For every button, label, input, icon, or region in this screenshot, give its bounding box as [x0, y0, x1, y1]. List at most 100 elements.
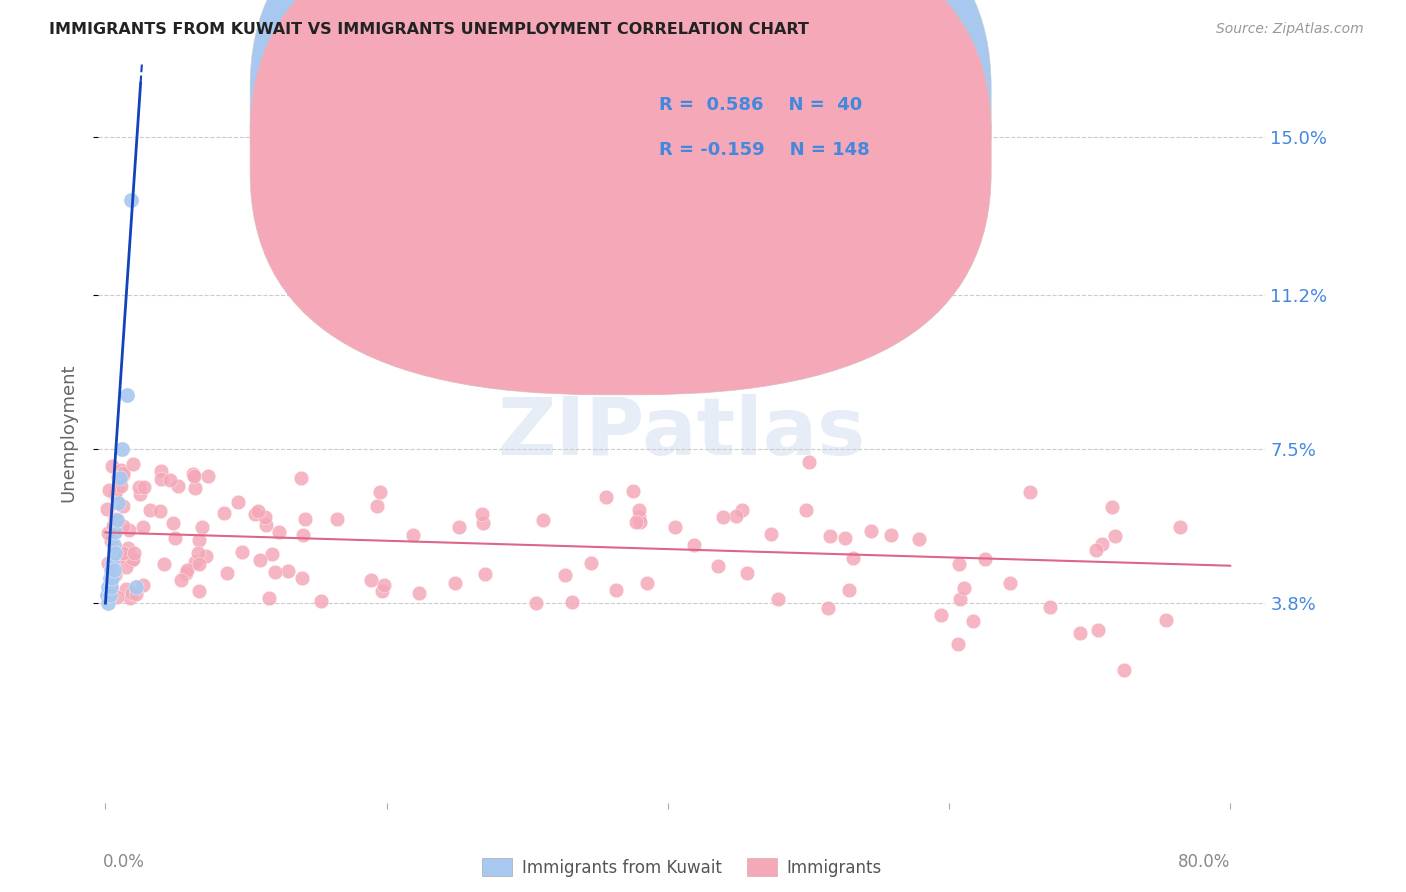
Point: [100, 458, 122, 473]
Text: R =  0.586    N =  40: R = 0.586 N = 40: [658, 96, 862, 114]
Point: [150, 472, 173, 486]
Point: [100, 576, 122, 591]
Point: [735, 566, 758, 581]
Point: [628, 515, 651, 529]
Point: [627, 509, 650, 524]
Point: [231, 544, 253, 558]
Text: R = -0.159    N = 148: R = -0.159 N = 148: [658, 142, 869, 160]
Point: [471, 516, 494, 530]
Point: [97, 580, 120, 594]
Point: [531, 513, 554, 527]
Point: [768, 592, 790, 607]
Point: [291, 528, 314, 542]
Point: [104, 525, 127, 540]
Point: [636, 576, 658, 591]
Point: [360, 573, 382, 587]
Point: [249, 553, 271, 567]
Point: [107, 469, 129, 483]
Point: [197, 469, 219, 483]
Point: [471, 508, 494, 522]
Point: [605, 583, 627, 598]
Point: [524, 595, 547, 609]
Point: [834, 532, 856, 546]
Point: [128, 487, 150, 501]
Point: [111, 500, 134, 514]
Point: [627, 503, 650, 517]
Point: [948, 557, 970, 571]
Point: [110, 463, 132, 477]
Point: [1039, 599, 1062, 614]
FancyBboxPatch shape: [250, 0, 991, 350]
Point: [1104, 529, 1126, 543]
Point: [125, 587, 148, 601]
Point: [101, 571, 124, 585]
Point: [561, 595, 583, 609]
Point: [187, 545, 209, 559]
Point: [100, 570, 122, 584]
Point: [1084, 543, 1107, 558]
Point: [187, 533, 209, 548]
Point: [443, 576, 465, 591]
Text: 0.0%: 0.0%: [103, 853, 145, 871]
Point: [291, 571, 314, 585]
Point: [108, 471, 131, 485]
Point: [150, 464, 173, 478]
Point: [149, 503, 172, 517]
Point: [100, 579, 122, 593]
Point: [153, 558, 176, 572]
Point: [761, 527, 783, 541]
Text: 80.0%: 80.0%: [1178, 853, 1230, 871]
Point: [269, 524, 291, 539]
Point: [96, 588, 118, 602]
Point: [128, 480, 150, 494]
Point: [554, 568, 576, 582]
Point: [184, 555, 207, 569]
Point: [408, 585, 430, 599]
Point: [711, 509, 734, 524]
Point: [114, 559, 136, 574]
Point: [100, 563, 122, 577]
Point: [621, 483, 644, 498]
Point: [725, 509, 748, 524]
Point: [104, 511, 127, 525]
Point: [294, 512, 316, 526]
Point: [257, 591, 280, 605]
Point: [371, 584, 394, 599]
Point: [907, 532, 929, 546]
Point: [100, 533, 122, 548]
Point: [97, 526, 120, 541]
Point: [247, 504, 270, 518]
Point: [309, 594, 332, 608]
Point: [838, 583, 860, 598]
Point: [1087, 624, 1109, 638]
Point: [624, 515, 647, 529]
Point: [105, 513, 128, 527]
Point: [105, 590, 128, 604]
Point: [1091, 537, 1114, 551]
Point: [183, 468, 205, 483]
Point: [1101, 500, 1123, 514]
Point: [108, 550, 131, 565]
Point: [706, 558, 728, 573]
Point: [121, 457, 143, 471]
Point: [946, 638, 969, 652]
Point: [98, 588, 121, 602]
Point: [818, 529, 841, 543]
Point: [104, 486, 127, 500]
Point: [254, 517, 277, 532]
Point: [277, 564, 299, 578]
Point: [842, 550, 865, 565]
Point: [212, 506, 235, 520]
Point: [731, 503, 754, 517]
Point: [111, 442, 134, 457]
Point: [226, 495, 249, 509]
Point: [683, 538, 706, 552]
Point: [931, 607, 953, 622]
Point: [595, 490, 617, 504]
Point: [290, 471, 312, 485]
Point: [859, 524, 882, 538]
Point: [101, 555, 124, 569]
Point: [796, 502, 818, 516]
Point: [170, 573, 193, 587]
Point: [174, 566, 197, 581]
